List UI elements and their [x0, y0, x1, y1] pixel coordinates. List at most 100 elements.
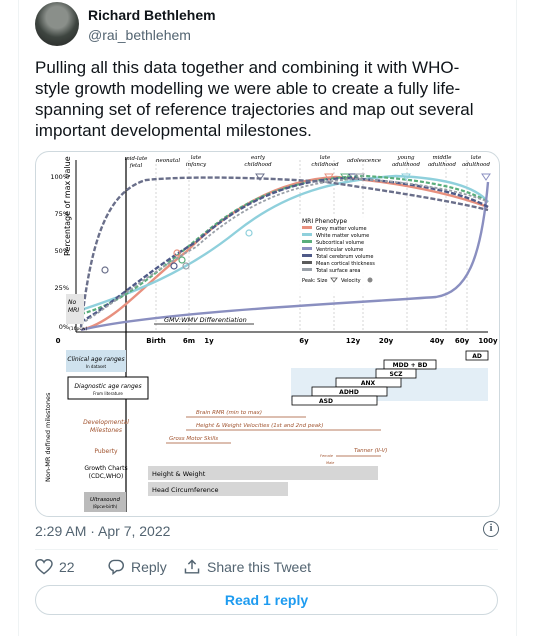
clinical-sub: In dataset [86, 364, 107, 369]
velocity-marker [182, 262, 190, 270]
peak-marker [481, 173, 491, 181]
share-label: Share this Tweet [207, 559, 312, 575]
head-circ-label: Head Circumference [152, 486, 218, 494]
legend-peak: Peak: Size [302, 278, 327, 284]
disorder-label: MDD + BD [393, 362, 428, 369]
disorder-bar [465, 350, 489, 361]
ultrasound-box [84, 492, 126, 512]
y-tick: 25% [55, 284, 69, 292]
disorder-bar [291, 395, 378, 406]
legend-item: Ventricular volume [316, 247, 363, 253]
stage-label: late [191, 155, 202, 161]
stage-label: adulthood [392, 162, 420, 168]
stage-label: early [251, 155, 266, 161]
curve-ventricular [80, 181, 490, 332]
no-mri-label: No [68, 299, 76, 306]
peak-marker [340, 173, 350, 181]
legend-box [298, 215, 406, 295]
tweet-timestamp[interactable]: 2:29 AM · Apr 7, 2022 [35, 523, 171, 539]
stage-label: late [320, 155, 331, 161]
curve-white-matter [80, 174, 489, 312]
stage-label: adulthood [462, 162, 490, 168]
diagnostic-title: Diagnostic age ranges [74, 383, 141, 390]
curve-subcortical [80, 174, 489, 316]
stage-label: fetal [129, 163, 143, 169]
velocity-circle-icon [367, 277, 373, 283]
disorder-label: SCZ [389, 371, 403, 378]
puberty-label: Puberty [94, 448, 118, 455]
y-tick: 50% [55, 247, 69, 255]
curve-total-cerebrum [80, 176, 489, 324]
peak-marker [324, 173, 334, 181]
female-label: Female [320, 454, 333, 458]
stage-label: adolescence [347, 158, 382, 164]
x-tick: 6m [183, 337, 195, 345]
velocity-marker [173, 249, 181, 257]
ultrasound-label: Ultrasound [90, 497, 121, 503]
user-name[interactable]: Richard Bethlehem [88, 7, 216, 23]
no-mri-box [66, 294, 84, 324]
tweet-text-line: style growth modelling we were able to c… [35, 79, 461, 98]
peak-marker [255, 173, 265, 181]
legend-item: Subcortical volume [316, 240, 364, 246]
tweet-text-line: spanning set of reference trajectories a… [35, 100, 474, 119]
x-tick: 0 [56, 337, 61, 345]
read-replies-button[interactable]: Read 1 reply [35, 585, 498, 615]
like-count: 22 [59, 559, 75, 575]
size-triangle-icon [330, 277, 338, 283]
stage-label: middle [432, 155, 452, 161]
dev-milestones: Milestones [90, 427, 122, 434]
tweet-card [18, 0, 517, 636]
x-tick: 100y [478, 337, 498, 345]
velocity-marker [101, 266, 109, 274]
y-axis-label: Percentage of max value [63, 156, 72, 256]
dev-milestones: Developmental [83, 419, 129, 426]
stage-label: childhood [311, 162, 339, 168]
stage-label: young [396, 155, 415, 161]
reply-button[interactable]: Reply [107, 559, 167, 575]
avatar[interactable] [35, 2, 79, 46]
disorder-label: ADHD [339, 389, 359, 396]
tweet-text-line: important developmental milestones. [35, 121, 312, 140]
milestone-label: Brain RMR (min to max) [196, 410, 262, 416]
legend-item: Grey matter volume [316, 226, 367, 232]
x-tick: Birth [146, 337, 166, 345]
clinical-title: Clinical age ranges [67, 356, 124, 363]
height-weight-bar [148, 466, 378, 480]
x-tick: 1y [204, 337, 214, 345]
x-tick: 20y [379, 337, 394, 345]
user-handle[interactable]: @rai_bethlehem [88, 27, 191, 43]
stage-label: infancy [186, 162, 207, 168]
legend-item: White matter volume [316, 233, 369, 239]
y-tick: 75% [55, 210, 69, 218]
legend-item: Mean cortical thickness [316, 261, 375, 267]
x-tick: 40y [430, 337, 445, 345]
head-circ-bar [148, 482, 288, 496]
share-button[interactable]: Share this Tweet [183, 559, 311, 575]
male-label: Male [326, 461, 334, 465]
divider [35, 549, 498, 550]
stage-label: neonatal [156, 158, 180, 164]
tweet-text-line: Pulling all this data together and combi… [35, 58, 460, 77]
peak-marker [348, 173, 358, 181]
pcw-label: (16pcw) [69, 326, 87, 332]
no-mri-label: MRI [68, 307, 79, 314]
legend-items: Grey matter volume White matter volume S… [302, 226, 375, 284]
info-icon[interactable]: i [483, 521, 499, 537]
diagnostic-sub: From literature [93, 391, 123, 396]
legend-title: MRI Phenotype [302, 218, 347, 225]
disorder-label: AD [472, 353, 482, 360]
curve-cortical-thickness [79, 176, 489, 328]
y-tick: 100% [50, 173, 69, 181]
share-icon [184, 559, 200, 574]
height-weight-label: Height & Weight [152, 470, 206, 478]
y-tick: 0% [59, 323, 69, 331]
velocity-marker [178, 256, 186, 264]
side-label: Non-MR defined milestones [44, 392, 52, 482]
like-button[interactable]: 22 [35, 559, 75, 575]
curve-surface-area [80, 178, 489, 325]
tweet-image[interactable]: Percentage of max value 100% 75% 50% 25%… [35, 151, 500, 517]
gmv-wmv-label: GMV:WMV Differentiation [164, 316, 247, 324]
peak-marker [401, 173, 411, 181]
milestone-label: Height & Weight Velocities (1st and 2nd … [196, 423, 323, 429]
